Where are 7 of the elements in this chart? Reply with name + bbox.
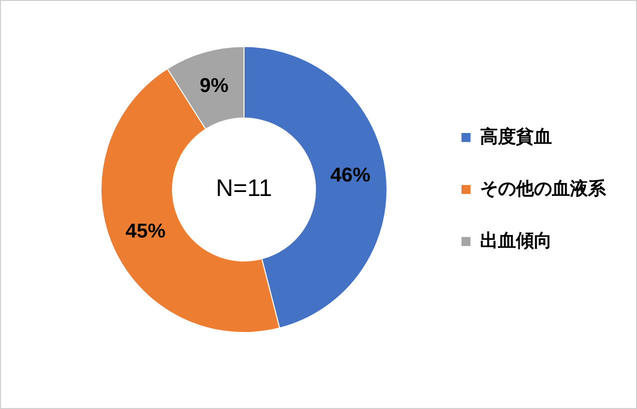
legend-label: 出血傾向 (480, 230, 552, 250)
data-label: 46% (330, 164, 371, 187)
legend-label: その他の血液系 (480, 178, 607, 198)
text: N=11 (216, 175, 272, 202)
data-label: 45% (126, 220, 166, 243)
legend-label: 高度貧血 (480, 126, 552, 146)
data-label: 9% (200, 75, 229, 98)
